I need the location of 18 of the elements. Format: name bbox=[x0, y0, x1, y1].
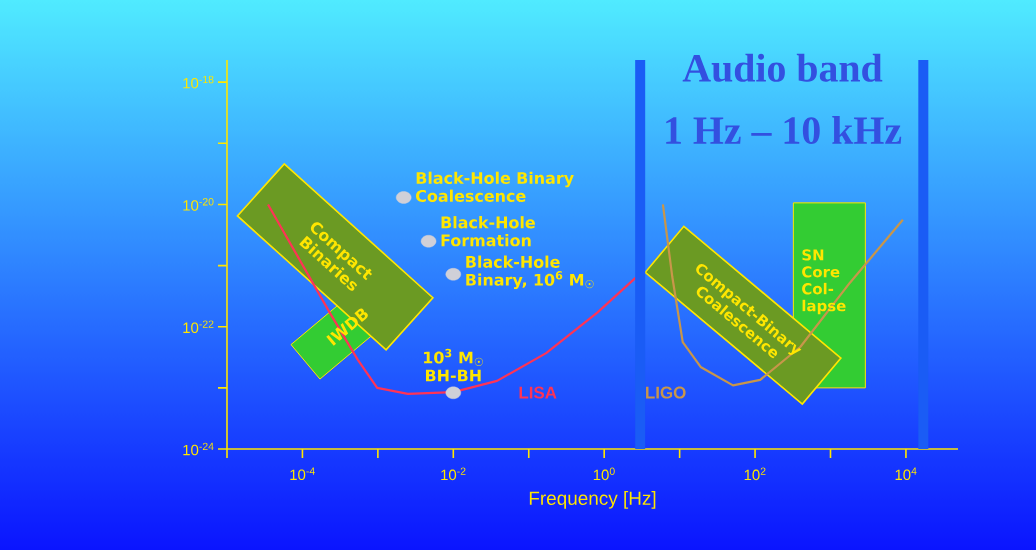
x-tick-label: 10$^{2}$ bbox=[744, 467, 766, 481]
x-axis-title: Frequency [Hz] bbox=[529, 491, 656, 509]
series-label: LISA bbox=[519, 386, 557, 399]
x-tick-label: 10$^{-4}$ bbox=[290, 467, 315, 481]
series-label: LIGO bbox=[646, 386, 686, 399]
annotation: Black-Hole Binary, 10$^{6}$ M$_{☉}$ bbox=[466, 255, 594, 290]
annotation: Black-Hole Binary Coalescence bbox=[416, 171, 574, 202]
annotation: 1 Hz – 10 kHz bbox=[666, 116, 902, 145]
x-tick-label: 10$^{0}$ bbox=[593, 467, 615, 481]
x-tick-label: 10$^{-2}$ bbox=[441, 467, 466, 481]
y-tick-label: 10$^{-24}$ bbox=[183, 442, 214, 456]
annotation: 10$^{3}$ M$_{☉}$ BH-BH bbox=[424, 348, 483, 382]
annotation: Black-Hole Formation bbox=[441, 216, 535, 247]
y-tick-label: 10$^{-18}$ bbox=[183, 75, 214, 89]
x-tick-label: 10$^{4}$ bbox=[895, 467, 917, 481]
annotation: Audio band bbox=[682, 53, 883, 82]
y-tick-label: 10$^{-20}$ bbox=[183, 198, 214, 211]
y-tick-label: 10$^{-22}$ bbox=[183, 320, 214, 334]
